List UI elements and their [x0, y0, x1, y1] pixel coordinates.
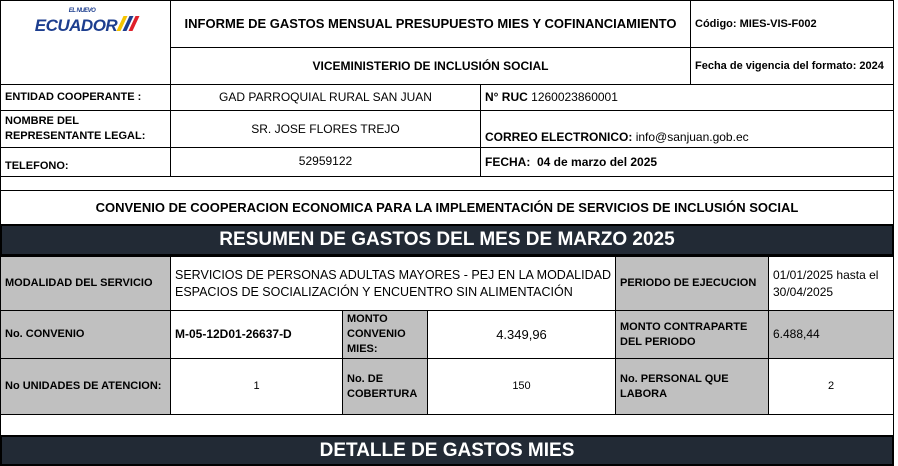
correo-label: CORREO ELECTRONICO:	[485, 129, 633, 144]
ruc-value: 1260023860001	[531, 90, 618, 105]
periodo-label: PERIODO DE EJECUCION	[615, 256, 769, 311]
modalidad-value: SERVICIOS DE PERSONAS ADULTAS MAYORES - …	[170, 256, 616, 311]
fecha-label: FECHA:	[485, 154, 531, 169]
ruc-label: N° RUC	[485, 90, 528, 105]
empty-row	[0, 414, 894, 436]
fecha-vigencia: Fecha de vigencia del formato: 2024	[690, 47, 894, 85]
codigo: Código: MIES-VIS-F002	[690, 0, 894, 48]
representante-value: SR. JOSE FLORES TREJO	[170, 110, 481, 148]
logo-text: ECUADOR	[34, 16, 118, 35]
monto-convenio-value: 4.349,96	[427, 310, 616, 359]
entidad-label: ENTIDAD COOPERANTE :	[0, 84, 171, 111]
monto-convenio-label: MONTO CONVENIO MIES:	[342, 310, 428, 359]
entidad-value: GAD PARROQUIAL RURAL SAN JUAN	[170, 84, 481, 111]
flag-stripes-icon	[116, 16, 140, 31]
fecha-value: 04 de marzo del 2025	[537, 154, 658, 169]
resumen-title: RESUMEN DE GASTOS DEL MES DE MARZO 2025	[0, 224, 894, 256]
contraparte-value: 6.488,44	[768, 310, 894, 359]
report-title: INFORME DE GASTOS MENSUAL PRESUPUESTO MI…	[170, 0, 691, 48]
telefono-value: 52959122	[170, 147, 481, 177]
unidades-label: No UNIDADES DE ATENCION:	[0, 358, 171, 415]
representante-label: NOMBRE DEL REPRESENTANTE LEGAL:	[0, 110, 171, 148]
unidades-value: 1	[170, 358, 343, 415]
ecuador-logo: EL NUEVO ECUADOR	[34, 8, 140, 38]
contraparte-label: MONTO CONTRAPARTE DEL PERIODO	[615, 310, 769, 359]
convenio-value: M-05-12D01-26637-D	[170, 310, 343, 359]
detalle-title: DETALLE DE GASTOS MIES	[0, 435, 894, 466]
personal-value: 2	[768, 358, 894, 415]
cobertura-label: No. DE COBERTURA	[342, 358, 428, 415]
empty-row	[0, 176, 894, 191]
convenio-title: CONVENIO DE COOPERACION ECONOMICA PARA L…	[0, 190, 894, 225]
convenio-label: No. CONVENIO	[0, 310, 171, 359]
logo-small-text: EL NUEVO	[68, 8, 96, 14]
modalidad-label: MODALIDAD DEL SERVICIO	[0, 256, 171, 311]
fecha-cell: FECHA: 04 de marzo del 2025	[480, 147, 894, 177]
cobertura-value: 150	[427, 358, 616, 415]
correo-cell: CORREO ELECTRONICO: info@sanjuan.gob.ec	[480, 110, 894, 148]
report-subtitle: VICEMINISTERIO DE INCLUSIÓN SOCIAL	[170, 47, 691, 85]
logo-cell: EL NUEVO ECUADOR	[0, 0, 171, 85]
personal-label: No. PERSONAL QUE LABORA	[615, 358, 769, 415]
ruc-cell: N° RUC 1260023860001	[480, 84, 894, 111]
telefono-label: TELEFONO:	[0, 147, 171, 177]
correo-value: info@sanjuan.gob.ec	[635, 129, 749, 144]
periodo-value: 01/01/2025 hasta el 30/04/2025	[768, 256, 894, 311]
